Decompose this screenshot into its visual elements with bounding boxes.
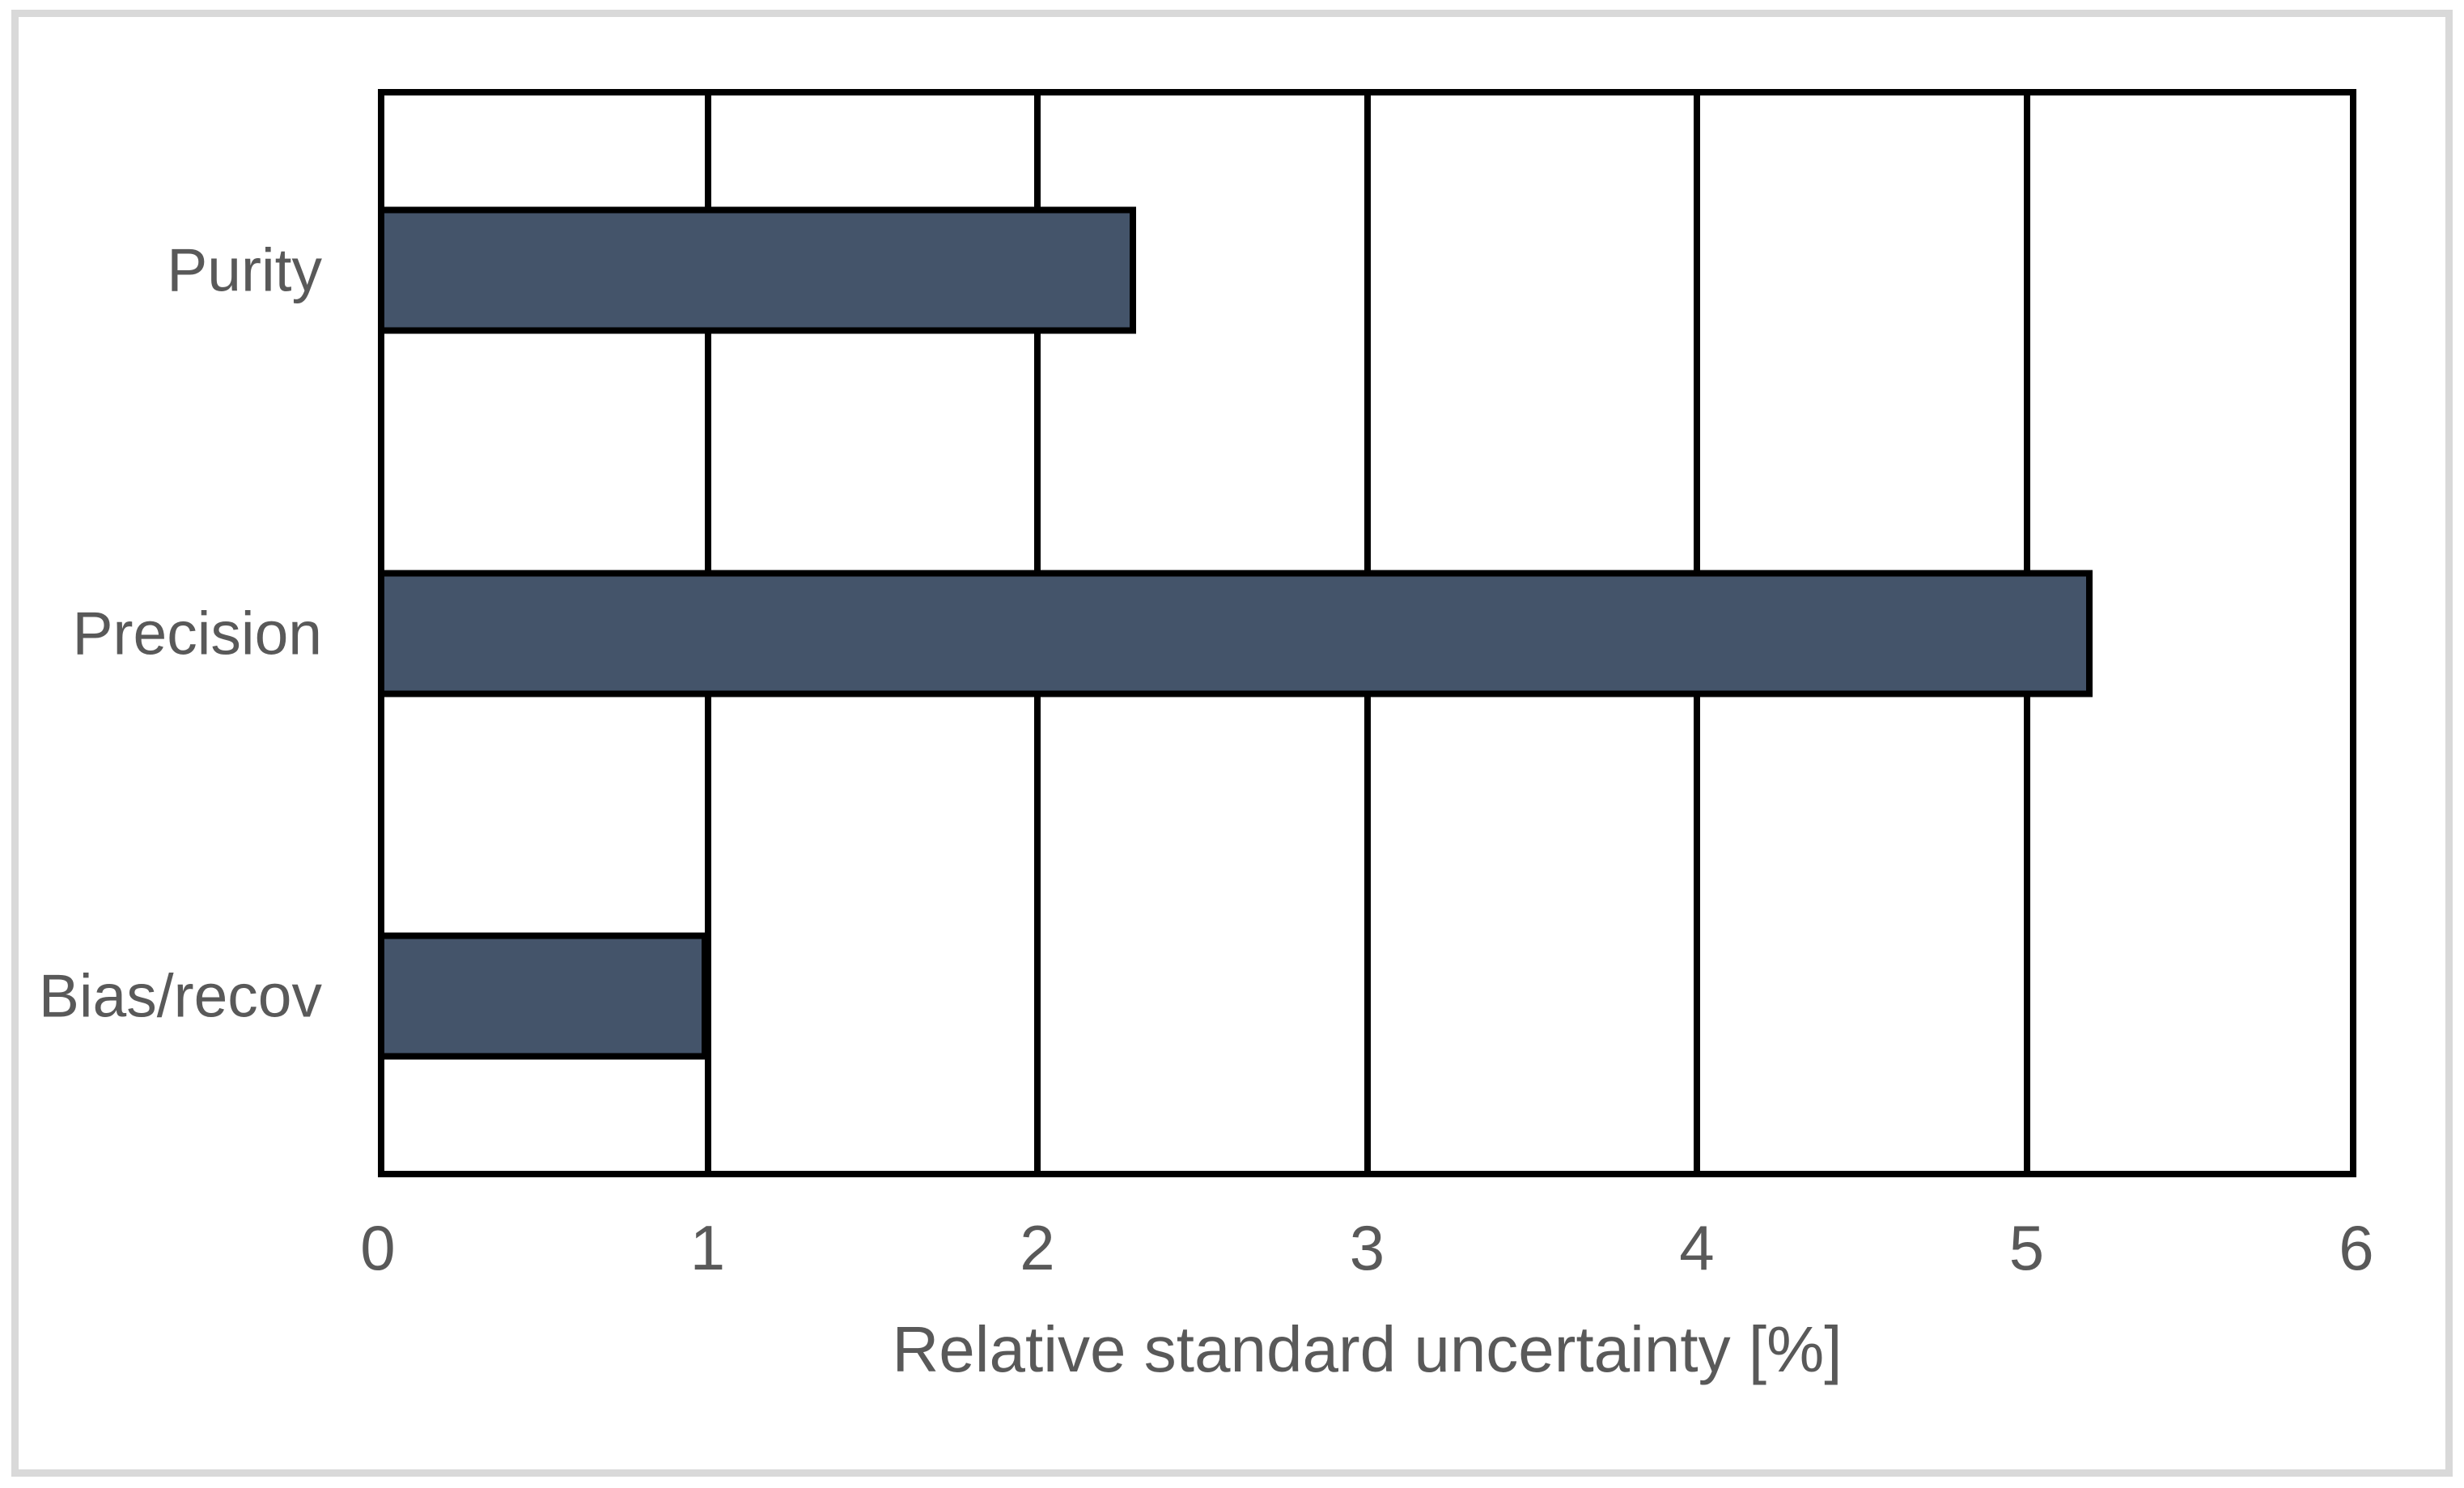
x-tick-label-6: 6 (2339, 1212, 2374, 1283)
bar-bias-recov (378, 932, 708, 1060)
category-label-bias-recov: Bias/recov (38, 961, 322, 1030)
bar-purity (378, 206, 1137, 334)
x-axis-tick-labels: 0 1 2 3 4 5 6 (360, 1212, 2373, 1289)
x-axis-title: Relative standard uncertainty [%] (892, 1313, 1843, 1385)
x-tick-label-1: 1 (689, 1212, 726, 1283)
x-tick-label-2: 2 (1020, 1212, 1055, 1283)
category-label-purity: Purity (167, 235, 322, 304)
plot-area (378, 89, 2356, 1177)
y-axis-category-labels: Purity Precision Bias/recov (0, 89, 322, 1177)
category-label-precision: Precision (72, 599, 322, 667)
x-tick-label-5: 5 (2008, 1212, 2045, 1283)
bar-precision (378, 570, 2093, 697)
x-tick-label-0: 0 (360, 1212, 396, 1283)
x-tick-label-4: 4 (1679, 1212, 1715, 1283)
x-tick-label-3: 3 (1349, 1212, 1385, 1283)
